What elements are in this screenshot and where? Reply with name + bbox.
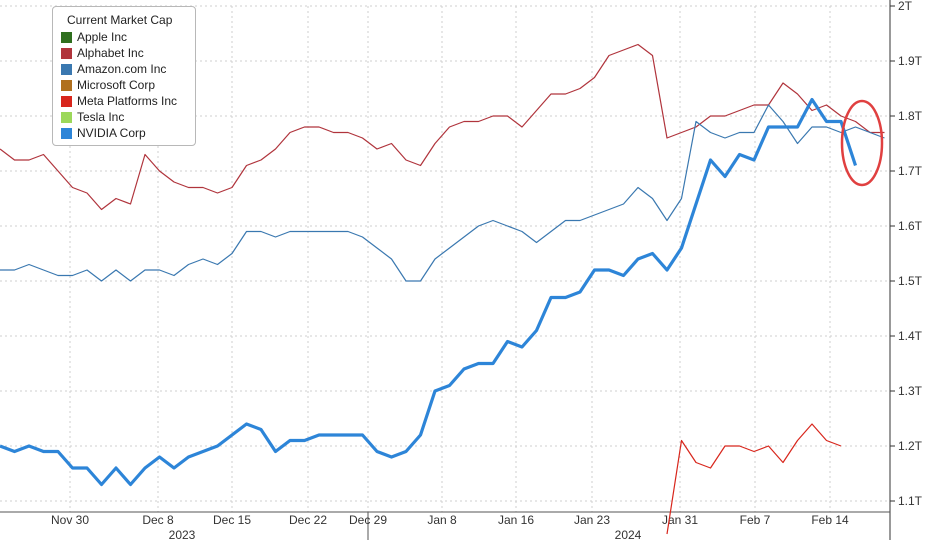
legend-swatch bbox=[61, 47, 72, 59]
legend-swatch bbox=[61, 31, 72, 43]
y-tick-label: 1.3T bbox=[898, 384, 923, 398]
x-tick-label: Dec 15 bbox=[213, 513, 251, 527]
legend: Current Market Cap Apple Inc Alphabet Inc… bbox=[52, 6, 196, 146]
x-tick-label: Dec 8 bbox=[142, 513, 174, 527]
x-tick-label: Jan 8 bbox=[427, 513, 457, 527]
y-axis-ticks: 1.1T 1.2T 1.3T 1.4T 1.5T 1.6T 1.7T 1.8T 1.9T 2T bbox=[890, 0, 923, 508]
series-line-alphabet-inc bbox=[0, 43, 885, 211]
x-tick-label: Feb 14 bbox=[811, 513, 849, 527]
legend-label: Apple Inc bbox=[77, 30, 128, 44]
legend-label: Amazon.com Inc bbox=[77, 62, 167, 76]
year-label: 2023 bbox=[169, 528, 196, 540]
series-line-meta-platforms-inc bbox=[666, 423, 842, 535]
legend-item: NVIDIA Corp bbox=[61, 125, 187, 141]
series-lines bbox=[0, 43, 885, 535]
legend-item: Apple Inc bbox=[61, 29, 187, 45]
legend-swatch bbox=[61, 111, 72, 123]
x-tick-label: Jan 16 bbox=[498, 513, 534, 527]
series-line-nvidia-corp bbox=[0, 97, 858, 487]
y-tick-label: 2T bbox=[898, 0, 913, 13]
x-tick-label: Nov 30 bbox=[51, 513, 89, 527]
year-label: 2024 bbox=[615, 528, 642, 540]
legend-title: Current Market Cap bbox=[67, 13, 173, 27]
grid-lines bbox=[0, 5, 890, 512]
y-tick-label: 1.7T bbox=[898, 164, 923, 178]
series-line-amazon-com-inc bbox=[0, 104, 885, 282]
legend-items: Apple Inc Alphabet Inc Amazon.com Inc Micro… bbox=[61, 29, 187, 141]
y-tick-label: 1.2T bbox=[898, 439, 923, 453]
legend-item: Tesla Inc bbox=[61, 109, 187, 125]
x-axis-ticks: Nov 30 Dec 8 Dec 15 Dec 22 Dec 29 Jan 8 Jan 16… bbox=[51, 513, 849, 540]
axes bbox=[0, 0, 891, 540]
legend-item: Microsoft Corp bbox=[61, 77, 187, 93]
y-tick-label: 1.1T bbox=[898, 494, 923, 508]
y-tick-label: 1.4T bbox=[898, 329, 923, 343]
y-tick-label: 1.5T bbox=[898, 274, 923, 288]
legend-item: Alphabet Inc bbox=[61, 45, 187, 61]
x-tick-label: Feb 7 bbox=[740, 513, 771, 527]
legend-label: Meta Platforms Inc bbox=[77, 94, 178, 108]
x-tick-label: Dec 29 bbox=[349, 513, 387, 527]
y-tick-label: 1.8T bbox=[898, 109, 923, 123]
legend-label: Alphabet Inc bbox=[77, 46, 144, 60]
legend-swatch bbox=[61, 63, 72, 75]
x-tick-label: Dec 22 bbox=[289, 513, 327, 527]
legend-item: Amazon.com Inc bbox=[61, 61, 187, 77]
y-tick-label: 1.9T bbox=[898, 54, 923, 68]
legend-label: Tesla Inc bbox=[77, 110, 125, 124]
legend-swatch bbox=[61, 79, 72, 91]
legend-swatch bbox=[61, 95, 72, 107]
y-tick-label: 1.6T bbox=[898, 219, 923, 233]
legend-label: Microsoft Corp bbox=[77, 78, 156, 92]
highlight-ellipse bbox=[840, 99, 884, 187]
x-tick-label: Jan 31 bbox=[662, 513, 698, 527]
legend-swatch bbox=[61, 127, 72, 139]
x-tick-label: Jan 23 bbox=[574, 513, 610, 527]
legend-label: NVIDIA Corp bbox=[77, 126, 146, 140]
legend-item: Meta Platforms Inc bbox=[61, 93, 187, 109]
